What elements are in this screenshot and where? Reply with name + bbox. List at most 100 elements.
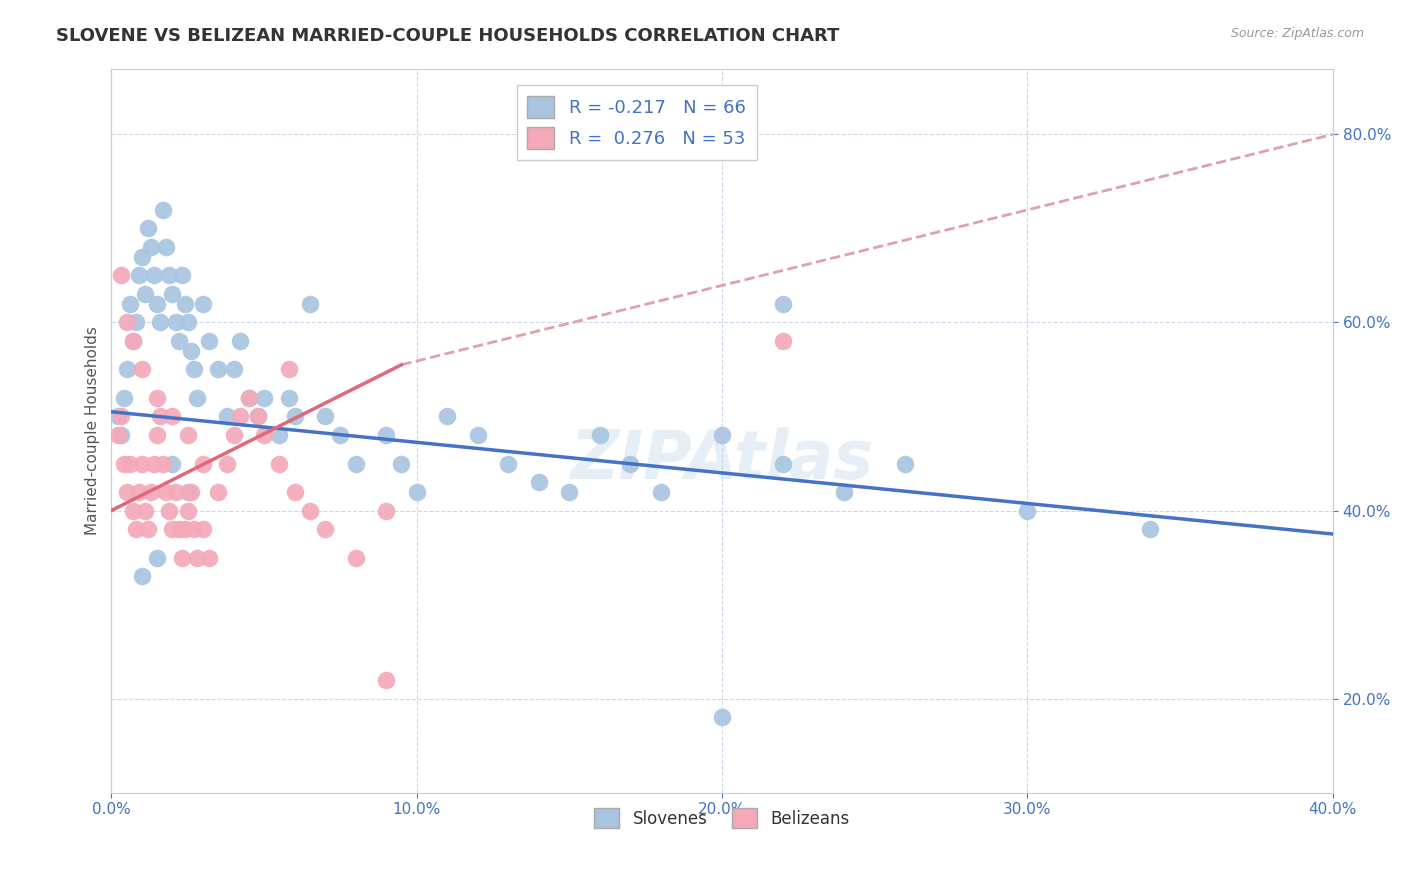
Point (246, 409, 269, 424)
Point (118, 457, 141, 471)
Point (277, 391, 299, 405)
Point (139, 240, 162, 254)
Point (121, 334, 143, 349)
Point (344, 550, 367, 565)
Legend: Slovenes, Belizeans: Slovenes, Belizeans (588, 801, 856, 835)
Point (198, 334, 221, 349)
Point (155, 240, 177, 254)
Point (238, 391, 260, 405)
Point (314, 409, 336, 424)
Point (650, 484, 672, 499)
Point (112, 391, 135, 405)
Point (198, 550, 221, 565)
Point (167, 522, 190, 536)
Point (136, 221, 159, 235)
Point (772, 457, 794, 471)
Point (128, 268, 150, 283)
Point (191, 296, 214, 310)
Point (115, 362, 138, 376)
Point (277, 362, 299, 376)
Point (107, 409, 129, 424)
Point (146, 296, 169, 310)
Point (183, 362, 205, 376)
Point (269, 428, 291, 442)
Point (405, 484, 427, 499)
Point (228, 334, 250, 349)
Point (107, 428, 129, 442)
Point (772, 334, 794, 349)
Point (136, 522, 159, 536)
Point (143, 457, 166, 471)
Point (894, 457, 917, 471)
Point (180, 343, 202, 358)
Point (253, 428, 276, 442)
Point (170, 268, 193, 283)
Point (146, 550, 169, 565)
Point (222, 428, 245, 442)
Point (159, 268, 181, 283)
Point (162, 409, 184, 424)
Point (143, 268, 166, 283)
Point (131, 250, 153, 264)
Point (191, 522, 214, 536)
Point (110, 268, 132, 283)
Text: Source: ZipAtlas.com: Source: ZipAtlas.com (1230, 27, 1364, 40)
Point (314, 522, 336, 536)
Point (186, 391, 208, 405)
Point (149, 409, 172, 424)
Point (152, 202, 174, 217)
Point (155, 484, 177, 499)
Point (152, 457, 174, 471)
Point (207, 362, 229, 376)
Point (139, 484, 162, 499)
Point (253, 391, 276, 405)
Point (772, 296, 794, 310)
Point (162, 287, 184, 301)
Point (177, 428, 200, 442)
Point (527, 475, 550, 490)
Point (467, 428, 489, 442)
Point (238, 391, 260, 405)
Point (121, 503, 143, 517)
Point (498, 457, 520, 471)
Point (228, 409, 250, 424)
Point (217, 409, 239, 424)
Point (121, 334, 143, 349)
Point (589, 428, 612, 442)
Point (131, 362, 153, 376)
Point (110, 409, 132, 424)
Point (191, 457, 214, 471)
Point (186, 550, 208, 565)
Point (207, 484, 229, 499)
Point (173, 296, 195, 310)
Point (112, 457, 135, 471)
Point (344, 457, 367, 471)
Point (180, 484, 202, 499)
Point (173, 522, 195, 536)
Point (177, 503, 200, 517)
Y-axis label: Married-couple Households: Married-couple Households (86, 326, 100, 535)
Point (436, 409, 458, 424)
Point (146, 391, 169, 405)
Point (558, 484, 581, 499)
Point (177, 315, 200, 329)
Point (329, 428, 352, 442)
Point (110, 428, 132, 442)
Point (222, 362, 245, 376)
Point (711, 428, 734, 442)
Point (177, 484, 200, 499)
Text: ZIPAtlas: ZIPAtlas (571, 426, 873, 492)
Point (183, 522, 205, 536)
Point (269, 457, 291, 471)
Point (146, 428, 169, 442)
Point (115, 315, 138, 329)
Point (165, 315, 187, 329)
Point (391, 457, 413, 471)
Point (167, 334, 190, 349)
Point (711, 710, 734, 724)
Point (125, 315, 148, 329)
Point (115, 484, 138, 499)
Point (375, 673, 398, 687)
Point (298, 503, 321, 517)
Point (149, 315, 172, 329)
